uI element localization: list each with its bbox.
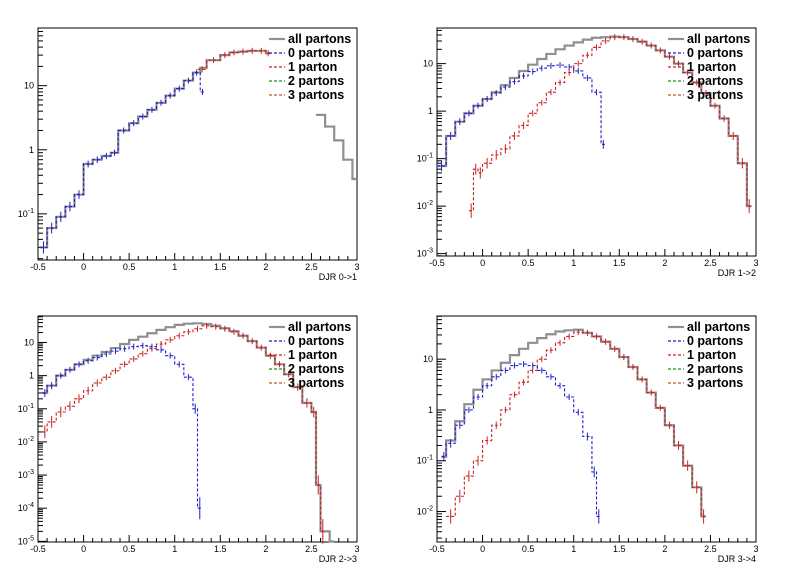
y-tick-label: 1 [29, 145, 34, 155]
legend-entry-all: all partons [288, 320, 351, 334]
y-tick-label: 10 [24, 81, 34, 91]
y-tick-label: 10-1 [417, 153, 433, 164]
series-p0-line [437, 64, 606, 167]
y-tick-label: 10-1 [18, 208, 34, 219]
x-tick-label: 1 [571, 258, 576, 268]
series-all-line [441, 328, 706, 518]
legend-entry-p0: 0 partons [288, 334, 344, 348]
legend-entry-all: all partons [687, 320, 750, 334]
y-tick-label: 10-3 [417, 248, 433, 259]
x-tick-label: 1 [172, 544, 177, 554]
legend-entry-p0: 0 partons [687, 46, 743, 60]
plot-frame [436, 315, 757, 543]
x-tick-label: 3 [354, 262, 359, 272]
x-axis-title: DJR 2->3 [319, 554, 357, 564]
legend-entry-p1: 1 parton [288, 60, 337, 74]
y-tick-label: 10-1 [18, 403, 34, 414]
x-tick-label: 1.5 [613, 544, 626, 554]
y-tick-label: 10-4 [18, 502, 34, 513]
legend-entry-p3: 3 partons [288, 376, 344, 390]
y-tick-label: 10-5 [18, 535, 34, 546]
x-axis-title: DJR 3->4 [718, 554, 756, 564]
y-tick-label: 10-3 [18, 469, 34, 480]
y-tick-label: 1 [428, 106, 433, 116]
x-tick-label: 2.5 [305, 262, 318, 272]
x-tick-label: 2 [662, 258, 667, 268]
x-tick-label: 3 [753, 544, 758, 554]
x-tick-label: 3 [354, 544, 359, 554]
x-tick-label: 2 [662, 544, 667, 554]
legend-entry-p3: 3 partons [687, 376, 743, 390]
legend-entry-p2: 2 partons [687, 362, 743, 376]
x-axis-title: DJR 0->1 [319, 272, 357, 282]
x-tick-label: 0 [480, 258, 485, 268]
x-tick-label: 1 [571, 544, 576, 554]
y-tick-label: 10-1 [417, 455, 433, 466]
legend-entry-all: all partons [288, 32, 351, 46]
series-all-line [315, 113, 357, 181]
x-axis-title: DJR 1->2 [718, 268, 756, 278]
x-tick-label: -0.5 [429, 544, 445, 554]
legend-entry-p1: 1 parton [687, 348, 736, 362]
x-tick-label: 0.5 [522, 258, 535, 268]
x-tick-label: 3 [753, 258, 758, 268]
x-tick-label: -0.5 [429, 258, 445, 268]
y-tick-label: 10 [24, 338, 34, 348]
x-tick-label: 1.5 [214, 544, 227, 554]
x-tick-label: 0.5 [123, 544, 136, 554]
plot-frame [436, 27, 757, 257]
x-tick-label: -0.5 [30, 544, 46, 554]
x-tick-label: 2.5 [305, 544, 318, 554]
x-tick-label: 1.5 [613, 258, 626, 268]
plot-frame [37, 315, 358, 543]
legend-entry-p2: 2 partons [687, 74, 743, 88]
series-p1-line [197, 50, 271, 70]
x-tick-label: 2.5 [704, 544, 717, 554]
series-p1-line [42, 325, 326, 532]
x-tick-label: 1.5 [214, 262, 227, 272]
series-p0-line [42, 345, 203, 509]
y-tick-label: 10-2 [417, 506, 433, 517]
y-tick-label: 10 [423, 354, 433, 364]
x-tick-label: 2 [263, 262, 268, 272]
legend-entry-p2: 2 partons [288, 74, 344, 88]
y-tick-label: 10-2 [417, 200, 433, 211]
x-tick-label: 0.5 [123, 262, 136, 272]
series-p0-line [39, 72, 205, 248]
series-p0-line [441, 363, 602, 517]
y-tick-label: 10-2 [18, 436, 34, 447]
x-tick-label: 1 [172, 262, 177, 272]
x-tick-label: 2 [263, 544, 268, 554]
x-tick-label: 0 [81, 544, 86, 554]
y-tick-label: 10 [423, 59, 433, 69]
legend-entry-p1: 1 parton [687, 60, 736, 74]
legend-entry-p3: 3 partons [687, 88, 743, 102]
legend-entry-p3: 3 partons [288, 88, 344, 102]
series-all-line [39, 49, 271, 249]
plot-frame [37, 27, 358, 261]
legend-entry-all: all partons [687, 32, 750, 46]
legend-entry-p1: 1 parton [288, 348, 337, 362]
legend-entry-p2: 2 partons [288, 362, 344, 376]
series-p1-line [468, 36, 752, 212]
legend-entry-p0: 0 partons [288, 46, 344, 60]
x-tick-label: 0 [480, 544, 485, 554]
legend-entry-p0: 0 partons [687, 334, 743, 348]
y-tick-label: 1 [428, 405, 433, 415]
x-tick-label: 0 [81, 262, 86, 272]
y-tick-label: 1 [29, 371, 34, 381]
x-tick-label: 0.5 [522, 544, 535, 554]
x-tick-label: 2.5 [704, 258, 717, 268]
x-tick-label: -0.5 [30, 262, 46, 272]
